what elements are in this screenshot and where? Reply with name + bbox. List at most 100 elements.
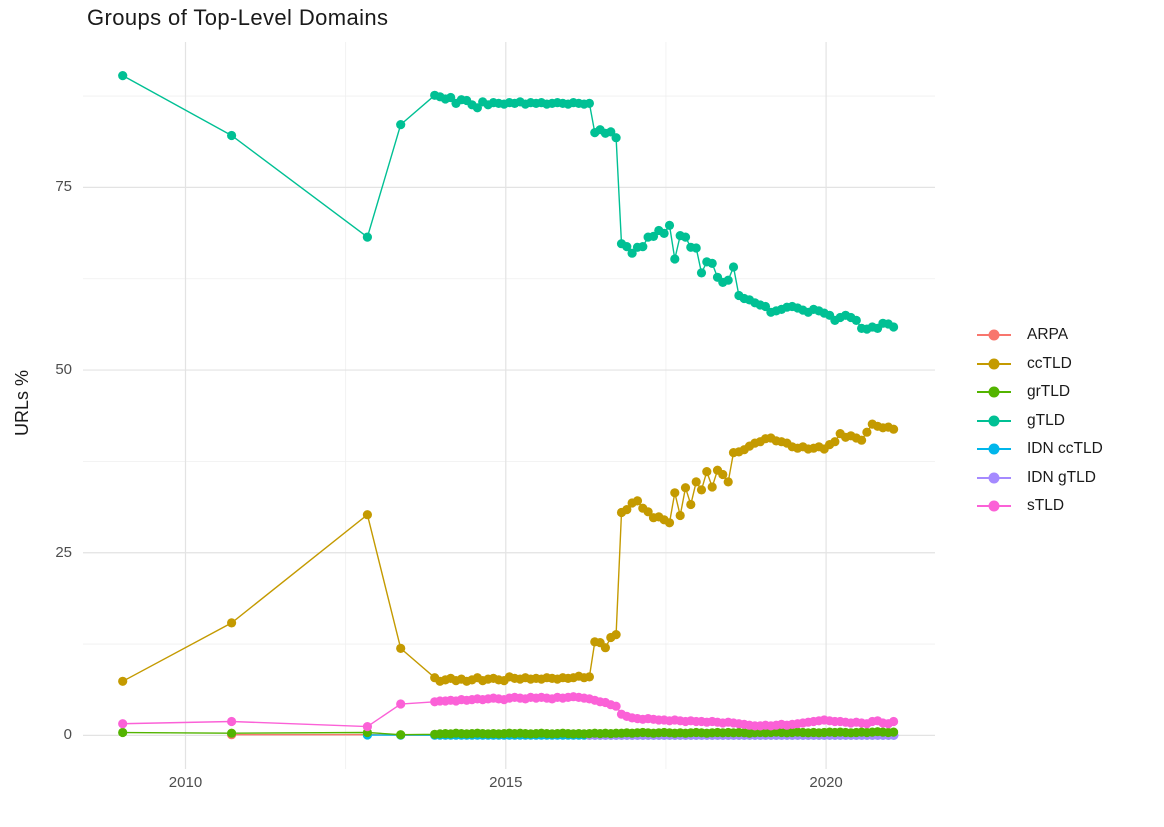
data-point [600, 643, 611, 653]
data-point [664, 518, 675, 528]
data-point [227, 728, 237, 738]
data-point [707, 482, 717, 492]
legend-key-icon [977, 414, 1011, 428]
data-point [707, 258, 717, 268]
plot-area [83, 42, 935, 769]
data-point [648, 231, 659, 241]
x-tick-label: 2015 [489, 774, 523, 791]
legend-item-cctld: ccTLD [977, 350, 1103, 379]
data-point [611, 133, 621, 143]
legend-key-icon [977, 385, 1011, 399]
legend-label: sTLD [1027, 497, 1065, 515]
data-point [622, 505, 632, 515]
legend-item-gtld: gTLD [977, 407, 1103, 436]
data-point [696, 485, 707, 495]
legend-dot-icon [988, 386, 1000, 398]
data-point [638, 242, 648, 252]
data-point [118, 719, 128, 729]
legend-key-icon [977, 471, 1011, 485]
data-point [584, 672, 594, 682]
data-point [675, 510, 685, 521]
legend: ARPA ccTLD grTLD gTLD IDN ccTLD IDN gTLD sTLD [977, 321, 1103, 521]
series-grtld [118, 727, 899, 740]
data-point [396, 120, 406, 130]
y-tick-label: 25 [55, 543, 72, 561]
legend-item-idn-cctld: IDN ccTLD [977, 435, 1103, 464]
data-point [851, 315, 861, 325]
y-tick-label: 50 [55, 361, 72, 379]
data-point [396, 643, 406, 654]
chart-title: Groups of Top-Level Domains [87, 5, 389, 30]
data-point [680, 232, 691, 242]
data-point [227, 618, 237, 628]
legend-dot-icon [988, 358, 1000, 370]
data-point [472, 103, 482, 113]
legend-key-icon [977, 357, 1011, 371]
data-point [857, 435, 867, 445]
data-point [702, 467, 712, 477]
legend-label: IDN ccTLD [1027, 440, 1103, 458]
data-point [396, 730, 406, 740]
data-point [362, 232, 372, 242]
data-point [627, 248, 637, 258]
legend-item-stld: sTLD [977, 492, 1103, 521]
legend-dot-icon [988, 329, 1000, 341]
legend-key-icon [977, 442, 1011, 456]
legend-item-idn-gtld: IDN gTLD [977, 464, 1103, 493]
y-tick-label: 75 [55, 178, 72, 196]
data-point [118, 727, 128, 738]
data-point [118, 676, 128, 686]
data-point [696, 268, 707, 278]
data-point [622, 242, 632, 252]
data-point [227, 716, 237, 727]
legend-label: ccTLD [1027, 354, 1072, 372]
data-point [830, 437, 840, 447]
data-point [362, 722, 372, 732]
data-point [680, 483, 691, 493]
data-point [362, 510, 372, 520]
data-point [396, 699, 406, 709]
legend-dot-icon [988, 443, 1000, 455]
data-point [889, 716, 899, 727]
data-point [889, 424, 899, 434]
series-stld [118, 692, 899, 732]
x-tick-label: 2010 [168, 774, 203, 791]
legend-label: gTLD [1027, 411, 1065, 429]
series-gtld [118, 71, 899, 334]
data-point [659, 228, 669, 238]
data-point [643, 507, 653, 517]
data-point [664, 220, 675, 230]
data-point [760, 301, 771, 312]
legend-key-icon [977, 499, 1011, 513]
data-point [686, 499, 696, 510]
legend-key-icon [977, 328, 1011, 342]
data-point [723, 275, 733, 285]
legend-dot-icon [988, 415, 1000, 427]
data-point [584, 98, 594, 108]
data-point [728, 262, 739, 272]
y-axis-title: URLs % [12, 370, 32, 437]
x-tick-label: 2020 [809, 774, 843, 791]
data-point [606, 127, 616, 137]
data-point [889, 727, 899, 737]
data-point [691, 477, 701, 487]
data-point [862, 427, 872, 437]
data-point [118, 71, 128, 81]
legend-label: grTLD [1027, 383, 1071, 401]
legend-label: ARPA [1027, 326, 1069, 344]
data-point [670, 254, 680, 264]
legend-dot-icon [988, 472, 1000, 484]
legend-label: IDN gTLD [1027, 468, 1096, 486]
series-cctld [118, 419, 899, 686]
data-point [691, 243, 701, 253]
legend-item-grtld: grTLD [977, 378, 1103, 407]
legend-item-arpa: ARPA [977, 321, 1103, 350]
data-point [611, 701, 621, 711]
data-point [670, 488, 680, 498]
data-point [723, 477, 733, 487]
data-point [227, 130, 237, 141]
data-point [611, 630, 621, 640]
plot-svg [83, 42, 935, 769]
data-point [889, 322, 899, 332]
